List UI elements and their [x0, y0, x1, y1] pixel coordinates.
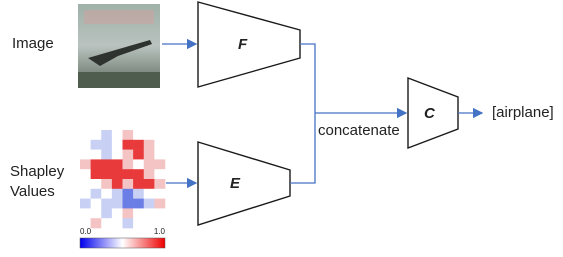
heat-cell: [112, 159, 123, 169]
heat-cell: [112, 140, 123, 150]
heat-cell: [91, 169, 102, 179]
heat-cell: [112, 130, 123, 140]
heat-cell: [144, 189, 155, 199]
heat-cell: [154, 140, 165, 150]
heat-cell: [112, 179, 123, 189]
heat-cell: [112, 150, 123, 160]
heat-cell: [133, 159, 144, 169]
heat-cell: [144, 169, 155, 179]
heat-cell: [123, 218, 134, 228]
input-label: Image: [12, 35, 54, 52]
heat-cell: [133, 199, 144, 209]
heat-cell: [80, 199, 91, 209]
heat-cell: [144, 150, 155, 160]
heat-cell: [123, 169, 134, 179]
heat-cell: [91, 150, 102, 160]
heat-cell: [112, 199, 123, 209]
input-label: Shapley: [10, 163, 65, 180]
heat-cell: [133, 218, 144, 228]
heat-cell: [80, 189, 91, 199]
heat-cell: [133, 189, 144, 199]
heat-cell: [101, 169, 112, 179]
heat-cell: [154, 179, 165, 189]
heat-cell: [123, 199, 134, 209]
heat-cell: [80, 159, 91, 169]
colorbar-label: 0.0: [80, 227, 92, 236]
heat-cell: [91, 140, 102, 150]
heat-cell: [123, 208, 134, 218]
heat-cell: [80, 130, 91, 140]
heat-cell: [80, 150, 91, 160]
connector: [290, 44, 315, 183]
heat-cell: [101, 208, 112, 218]
colorbar-label: 1.0: [154, 227, 166, 236]
heat-cell: [101, 159, 112, 169]
heat-cell: [154, 150, 165, 160]
heat-cell: [144, 179, 155, 189]
module-f: [198, 2, 300, 87]
heat-cell: [101, 189, 112, 199]
heat-cell: [91, 179, 102, 189]
heat-cell: [80, 169, 91, 179]
shapley-heatmap: [80, 130, 165, 228]
heat-cell: [91, 199, 102, 209]
merge-label: concatenate: [318, 122, 400, 139]
heat-cell: [144, 140, 155, 150]
heat-cell: [91, 208, 102, 218]
heat-cell: [144, 159, 155, 169]
heat-cell: [154, 159, 165, 169]
heat-cell: [112, 169, 123, 179]
heat-cell: [123, 179, 134, 189]
heat-cell: [154, 189, 165, 199]
heat-cell: [91, 189, 102, 199]
heat-cell: [133, 150, 144, 160]
heat-cell: [123, 150, 134, 160]
module-label: C: [424, 105, 436, 122]
heat-cell: [80, 208, 91, 218]
heat-cell: [144, 199, 155, 209]
heat-cell: [123, 159, 134, 169]
input-label: Values: [10, 183, 55, 200]
heat-cell: [154, 130, 165, 140]
heat-cell: [101, 199, 112, 209]
module-e: [198, 142, 290, 225]
heat-cell: [101, 218, 112, 228]
heat-cell: [123, 140, 134, 150]
heat-cell: [80, 179, 91, 189]
heat-cell: [133, 140, 144, 150]
diagram: Image Shapley Values 0.0 1.0 F E concate…: [0, 0, 563, 257]
heat-cell: [154, 169, 165, 179]
heat-cell: [91, 218, 102, 228]
heat-cell: [123, 130, 134, 140]
module-label: F: [238, 36, 248, 53]
heat-cell: [133, 208, 144, 218]
heat-cell: [91, 130, 102, 140]
heat-cell: [144, 130, 155, 140]
input-image: [78, 4, 160, 88]
heat-cell: [133, 179, 144, 189]
heat-cell: [133, 130, 144, 140]
heat-cell: [91, 159, 102, 169]
heat-cell: [154, 208, 165, 218]
heat-cell: [123, 189, 134, 199]
heat-cell: [154, 199, 165, 209]
heat-cell: [80, 140, 91, 150]
output-label: [airplane]: [492, 104, 554, 121]
heat-cell: [144, 208, 155, 218]
heat-cell: [101, 130, 112, 140]
colorbar: [80, 238, 165, 248]
heat-cell: [133, 169, 144, 179]
heat-cell: [112, 218, 123, 228]
heat-cell: [101, 150, 112, 160]
heat-cell: [112, 189, 123, 199]
module-label: E: [230, 175, 241, 192]
heat-cell: [101, 179, 112, 189]
heat-cell: [101, 140, 112, 150]
heat-cell: [112, 208, 123, 218]
